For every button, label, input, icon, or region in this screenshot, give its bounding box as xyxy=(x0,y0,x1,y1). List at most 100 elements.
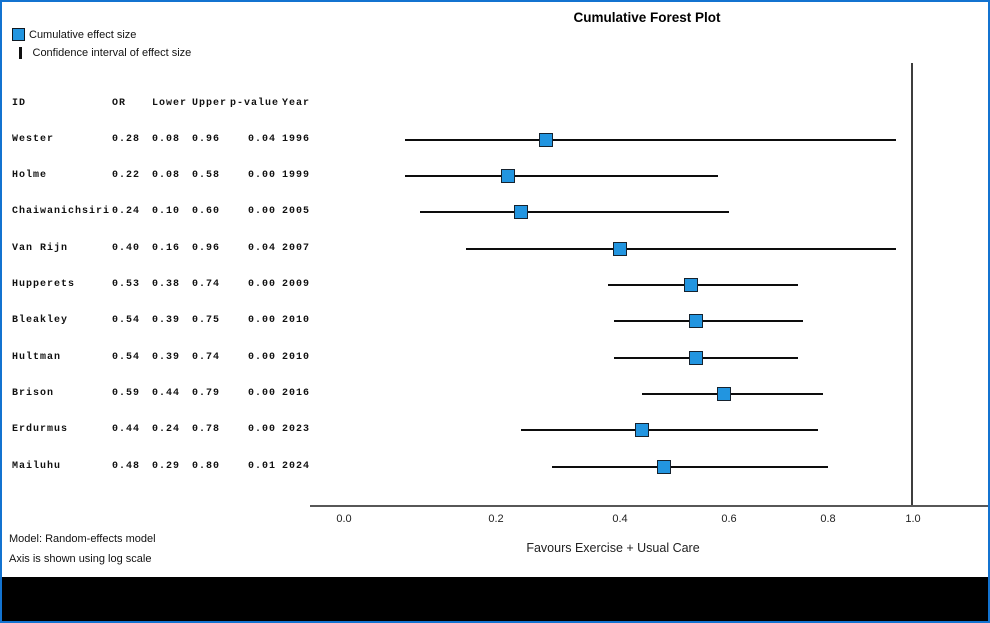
or-cell: 0.24 xyxy=(112,206,141,218)
column-header: Year xyxy=(282,98,311,109)
p-value-cell: 0.00 xyxy=(247,206,276,218)
effect-size-marker xyxy=(716,386,731,401)
or-cell: 0.28 xyxy=(112,133,141,145)
upper-cell: 0.79 xyxy=(192,387,221,399)
upper-cell: 0.60 xyxy=(192,206,221,218)
or-cell: 0.53 xyxy=(112,278,141,290)
effect-size-marker xyxy=(513,205,528,220)
x-axis-line xyxy=(310,505,988,507)
year-cell: 2016 xyxy=(282,387,311,399)
year-cell: 2010 xyxy=(282,315,311,327)
p-value-cell: 0.00 xyxy=(247,424,276,436)
effect-size-marker xyxy=(538,132,553,147)
scale-footnote: Axis is shown using log scale xyxy=(9,553,152,565)
p-value-cell: 0.00 xyxy=(247,169,276,181)
confidence-interval-line xyxy=(404,174,719,177)
legend: Cumulative effect size Confidence interv… xyxy=(12,28,191,64)
column-header: Upper xyxy=(192,98,228,109)
or-cell: 0.54 xyxy=(112,351,141,363)
column-header: OR xyxy=(112,98,127,109)
study-id-cell: Van Rijn xyxy=(12,242,69,254)
reference-line xyxy=(911,63,913,505)
effect-size-marker xyxy=(656,459,671,474)
lower-cell: 0.29 xyxy=(152,460,181,472)
confidence-interval-line xyxy=(641,392,824,395)
confidence-interval-line xyxy=(613,320,804,323)
year-cell: 2009 xyxy=(282,278,311,290)
lower-cell: 0.16 xyxy=(152,242,181,254)
effect-size-marker xyxy=(501,168,516,183)
study-id-cell: Hultman xyxy=(12,351,62,363)
confidence-interval-line xyxy=(613,356,799,359)
lower-cell: 0.24 xyxy=(152,424,181,436)
upper-cell: 0.78 xyxy=(192,424,221,436)
effect-size-marker xyxy=(683,277,698,292)
confidence-interval-line xyxy=(520,429,819,432)
study-id-cell: Wester xyxy=(12,133,55,145)
chart-title: Cumulative Forest Plot xyxy=(573,10,721,25)
axis-tick-label: 0.4 xyxy=(612,513,628,525)
upper-cell: 0.75 xyxy=(192,315,221,327)
axis-tick-label: 1.0 xyxy=(905,513,921,525)
p-value-cell: 0.00 xyxy=(247,278,276,290)
x-axis-label: Favours Exercise + Usual Care xyxy=(526,541,700,555)
model-footnote: Model: Random-effects model xyxy=(9,533,156,545)
effect-size-marker xyxy=(613,241,627,256)
column-header: p-value xyxy=(230,98,280,109)
effect-size-swatch-icon xyxy=(12,28,25,41)
lower-cell: 0.10 xyxy=(152,206,181,218)
study-id-cell: Mailuhu xyxy=(12,460,62,472)
legend-label: Confidence interval of effect size xyxy=(32,46,192,59)
or-cell: 0.40 xyxy=(112,242,141,254)
upper-cell: 0.74 xyxy=(192,278,221,290)
axis-tick-label: 0.0 xyxy=(336,513,352,525)
upper-cell: 0.96 xyxy=(192,242,221,254)
lower-cell: 0.44 xyxy=(152,387,181,399)
year-cell: 2023 xyxy=(282,424,311,436)
year-cell: 1996 xyxy=(282,133,311,145)
effect-size-marker xyxy=(634,423,649,438)
axis-tick-label: 0.6 xyxy=(721,513,737,525)
column-header: ID xyxy=(12,98,27,109)
p-value-cell: 0.04 xyxy=(247,133,276,145)
legend-item-confidence-interval: Confidence interval of effect size xyxy=(12,46,191,59)
confidence-interval-swatch-icon xyxy=(19,46,22,59)
axis-tick-label: 0.2 xyxy=(488,513,504,525)
effect-size-marker xyxy=(689,350,704,365)
year-cell: 2024 xyxy=(282,460,311,472)
study-id-cell: Erdurmus xyxy=(12,424,69,436)
confidence-interval-line xyxy=(465,247,896,250)
or-cell: 0.54 xyxy=(112,315,141,327)
upper-cell: 0.96 xyxy=(192,133,221,145)
year-cell: 2010 xyxy=(282,351,311,363)
upper-cell: 0.74 xyxy=(192,351,221,363)
year-cell: 2007 xyxy=(282,242,311,254)
p-value-cell: 0.00 xyxy=(247,351,276,363)
lower-cell: 0.08 xyxy=(152,133,181,145)
p-value-cell: 0.01 xyxy=(247,460,276,472)
confidence-interval-line xyxy=(420,211,729,214)
study-id-cell: Brison xyxy=(12,387,55,399)
bottom-bar xyxy=(2,577,988,621)
or-cell: 0.48 xyxy=(112,460,141,472)
confidence-interval-line xyxy=(607,283,799,286)
study-id-cell: Bleakley xyxy=(12,315,69,327)
effect-size-marker xyxy=(689,314,704,329)
upper-cell: 0.58 xyxy=(192,169,221,181)
or-cell: 0.44 xyxy=(112,424,141,436)
axis-tick-label: 0.8 xyxy=(820,513,836,525)
legend-label: Cumulative effect size xyxy=(29,28,137,41)
p-value-cell: 0.00 xyxy=(247,387,276,399)
upper-cell: 0.80 xyxy=(192,460,221,472)
study-id-cell: Chaiwanichsiri xyxy=(12,206,111,218)
study-id-cell: Hupperets xyxy=(12,278,76,290)
column-header: Lower xyxy=(152,98,188,109)
year-cell: 2005 xyxy=(282,206,311,218)
lower-cell: 0.39 xyxy=(152,315,181,327)
study-id-cell: Holme xyxy=(12,169,48,181)
confidence-interval-line xyxy=(551,465,828,468)
legend-item-effect-size: Cumulative effect size xyxy=(12,28,191,41)
lower-cell: 0.38 xyxy=(152,278,181,290)
year-cell: 1999 xyxy=(282,169,311,181)
